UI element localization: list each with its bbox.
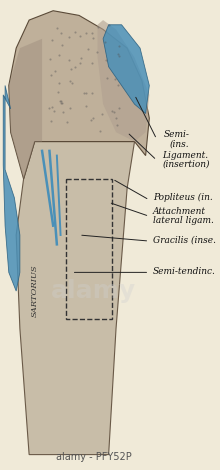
Point: [91, 114, 95, 121]
Point: [116, 81, 119, 89]
Point: [59, 99, 63, 107]
Point: [98, 127, 102, 134]
Point: [56, 88, 60, 95]
Point: [113, 76, 117, 83]
Point: [73, 28, 77, 35]
Polygon shape: [9, 11, 149, 179]
Point: [68, 77, 72, 85]
Point: [117, 104, 121, 111]
Point: [90, 89, 94, 96]
Text: Semi-: Semi-: [164, 130, 190, 139]
Point: [69, 65, 72, 72]
Text: Gracilis (inse.: Gracilis (inse.: [153, 235, 216, 244]
Bar: [66, 179, 112, 319]
Point: [59, 97, 63, 104]
Point: [86, 46, 90, 53]
Point: [59, 98, 62, 105]
Point: [49, 72, 53, 79]
Point: [68, 104, 72, 111]
Point: [114, 115, 117, 122]
Point: [48, 55, 52, 63]
Text: Popliteus (in.: Popliteus (in.: [153, 193, 213, 202]
Point: [117, 52, 121, 60]
Point: [60, 41, 64, 48]
Point: [103, 39, 107, 46]
Point: [49, 117, 53, 125]
Point: [104, 56, 107, 63]
Text: Ligament.: Ligament.: [162, 151, 208, 160]
Text: SARTORIUS: SARTORIUS: [31, 265, 39, 317]
Point: [84, 89, 87, 97]
Point: [51, 103, 54, 110]
Point: [68, 56, 71, 64]
Point: [96, 24, 100, 31]
Point: [85, 29, 88, 37]
Point: [78, 32, 82, 40]
Point: [61, 99, 64, 107]
Point: [60, 29, 63, 37]
Point: [78, 60, 81, 67]
Point: [90, 59, 94, 67]
Polygon shape: [103, 25, 149, 114]
Point: [57, 79, 61, 87]
Point: [110, 107, 114, 115]
Point: [50, 36, 54, 44]
Text: (insertion): (insertion): [162, 159, 210, 168]
Point: [107, 22, 111, 29]
Point: [73, 63, 77, 70]
Polygon shape: [16, 141, 134, 454]
Point: [95, 48, 98, 55]
Text: Attachment: Attachment: [153, 207, 206, 216]
Point: [52, 107, 56, 115]
Point: [65, 118, 68, 126]
Point: [70, 79, 73, 86]
Text: lateral ligam.: lateral ligam.: [153, 216, 214, 225]
Polygon shape: [9, 39, 42, 179]
Point: [115, 121, 119, 128]
Text: Semi-tendinc.: Semi-tendinc.: [153, 267, 216, 276]
Point: [82, 89, 86, 97]
Point: [57, 51, 61, 59]
Point: [47, 104, 51, 111]
Text: alamy - PFY52P: alamy - PFY52P: [56, 452, 132, 462]
Point: [67, 33, 71, 41]
Point: [100, 110, 104, 118]
Point: [80, 55, 83, 62]
Point: [53, 67, 57, 74]
Polygon shape: [3, 86, 20, 291]
Point: [116, 50, 120, 58]
Point: [91, 34, 94, 41]
Point: [84, 102, 88, 110]
Point: [62, 109, 65, 116]
Point: [106, 74, 109, 82]
Point: [90, 29, 94, 37]
Point: [112, 108, 116, 115]
Point: [90, 117, 93, 124]
Text: alamy: alamy: [51, 279, 136, 303]
Polygon shape: [97, 20, 149, 141]
Point: [55, 24, 58, 32]
Text: (ins.: (ins.: [170, 140, 189, 149]
Point: [118, 42, 121, 50]
